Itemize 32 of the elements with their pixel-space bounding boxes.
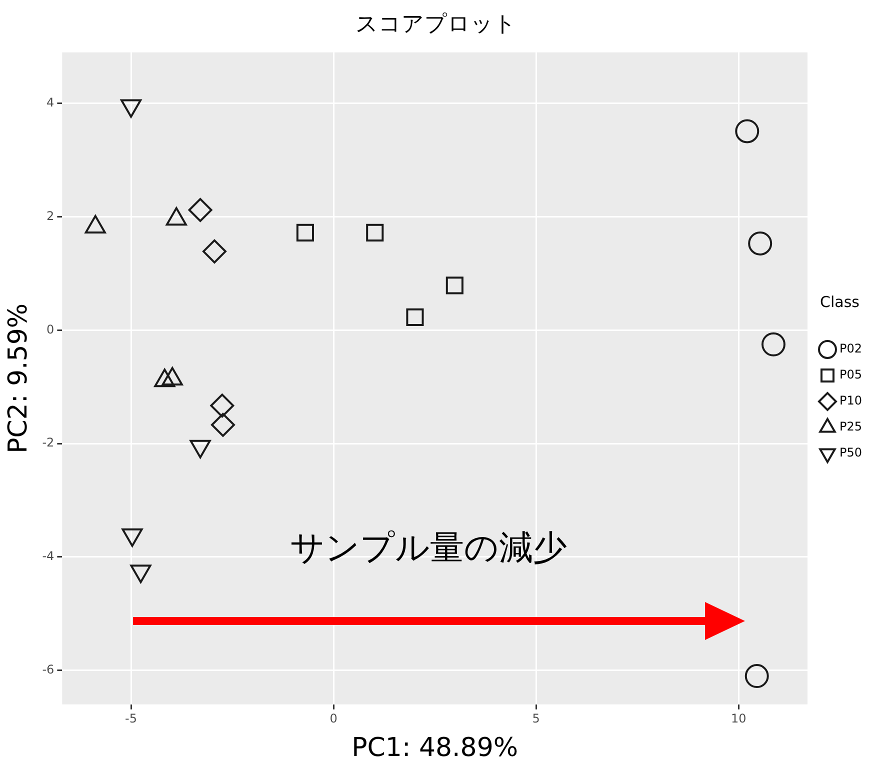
y-axis-title: PC2: 9.59%: [3, 303, 34, 454]
chart-title: スコアプロット: [356, 12, 516, 37]
legend-label: P05: [839, 368, 862, 382]
point: [446, 276, 464, 294]
point: [202, 239, 226, 264]
x-tick-label: 5: [532, 712, 540, 726]
point: [406, 308, 424, 326]
point: [210, 394, 234, 418]
y-tick-label: 4: [46, 96, 54, 110]
y-tick-label: -2: [42, 436, 54, 450]
y-tick-label: -4: [42, 549, 54, 564]
point: [366, 224, 384, 242]
x-axis-title: PC1: 48.89%: [352, 733, 518, 764]
point: [744, 664, 769, 688]
x-tick-label: 10: [730, 712, 746, 726]
point: [761, 332, 786, 356]
x-tick-label: -5: [125, 712, 138, 726]
annotation: サンプル量の減少: [290, 527, 567, 570]
x-tick-label: 0: [330, 712, 338, 726]
point: [735, 119, 760, 144]
legend-label: P10: [839, 394, 862, 408]
legend-title: Class: [820, 292, 860, 311]
legend-label: P02: [839, 342, 862, 356]
legend-label: P25: [839, 420, 862, 434]
y-tick-label: -6: [42, 662, 54, 677]
point: [188, 198, 212, 222]
y-tick-label: 2: [46, 208, 54, 223]
point: [296, 224, 314, 242]
legend-label: P50: [839, 446, 862, 460]
point: [210, 412, 235, 437]
point: [748, 231, 772, 256]
y-tick-label: 0: [46, 322, 54, 336]
